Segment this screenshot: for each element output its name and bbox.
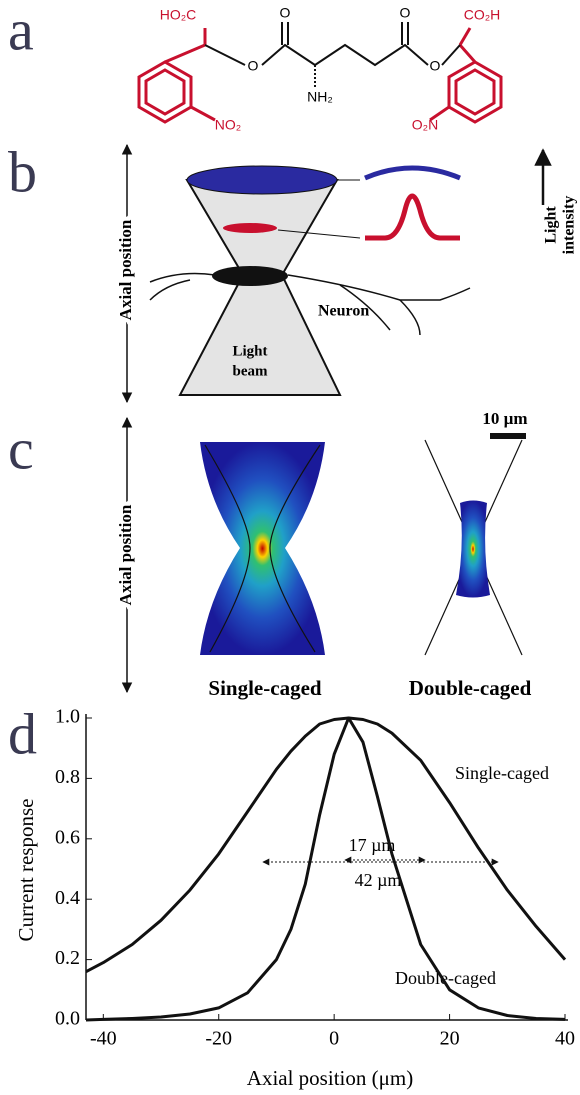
beam-label: Light	[232, 343, 267, 359]
structure-red	[139, 28, 501, 122]
x-tick-label: 0	[329, 1028, 339, 1050]
atom: O	[280, 5, 291, 21]
y-tick-label: 0.6	[55, 826, 80, 848]
x-tick-label: -20	[205, 1028, 232, 1050]
y-tick-label: 0.0	[55, 1008, 80, 1030]
beam-label: beam	[233, 363, 269, 379]
heatmap-single	[200, 442, 325, 655]
annotation: 42 µm	[355, 870, 402, 890]
atom: O₂N	[412, 117, 438, 133]
figure: a HO₂C O O O O CO₂H NH₂ NO₂ O₂N b Axial …	[0, 0, 580, 1095]
panel-letter: d	[8, 701, 37, 766]
y-tick-label: 0.8	[55, 766, 80, 788]
y-tick-label: 0.4	[55, 887, 80, 909]
neuron-dendrites	[150, 274, 470, 335]
neuron-label: Neuron	[318, 303, 369, 320]
focus-wide	[187, 166, 337, 194]
focus-narrow	[223, 223, 277, 233]
atom: CO₂H	[464, 7, 501, 23]
axis-label: Axial position	[116, 219, 135, 320]
series-line	[86, 718, 565, 972]
y-tick-label: 1.0	[55, 706, 80, 728]
atom: O	[400, 5, 411, 21]
structure-black	[205, 22, 460, 88]
x-tick-label: 20	[440, 1028, 460, 1050]
intensity-label: intensity	[561, 196, 578, 255]
heatmap-label: Double-caged	[409, 676, 532, 700]
atom: NO₂	[215, 117, 241, 133]
panel-letter: c	[8, 416, 34, 481]
axis-label: Axial position	[116, 504, 135, 605]
x-tick-label: 40	[555, 1028, 575, 1050]
x-axis-label: Axial position (μm)	[247, 1066, 413, 1090]
series-label: Single-caged	[455, 763, 549, 783]
heatmap-double	[456, 501, 490, 598]
atom: O	[430, 58, 441, 74]
neuron-body	[212, 266, 288, 286]
y-axis-label: Current response	[14, 799, 38, 942]
scale-label: 10 µm	[482, 409, 527, 428]
panel-letter: a	[8, 0, 34, 62]
profile-wide	[365, 168, 460, 178]
intensity-label: Light	[543, 206, 560, 244]
panel-letter: b	[8, 139, 37, 204]
profile-narrow	[365, 196, 460, 238]
y-tick-label: 0.2	[55, 947, 80, 969]
atom: NH₂	[307, 89, 333, 105]
x-tick-label: -40	[90, 1028, 117, 1050]
atom: HO₂C	[160, 7, 197, 23]
atom: O	[248, 58, 259, 74]
heatmap-label: Single-caged	[208, 676, 321, 700]
